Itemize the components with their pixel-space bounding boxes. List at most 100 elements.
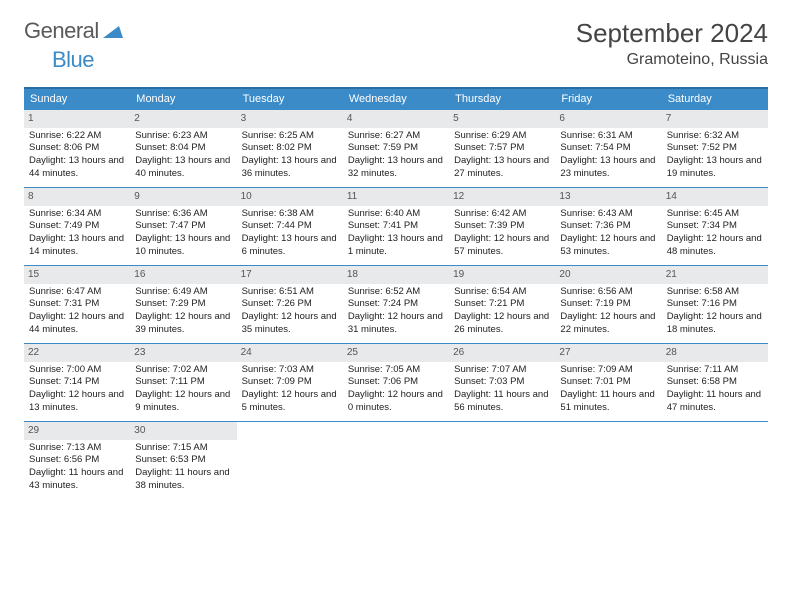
calendar-week-row: 8Sunrise: 6:34 AMSunset: 7:49 PMDaylight… [24,188,768,266]
day-sunset: Sunset: 7:24 PM [348,298,444,311]
day-sunrise: Sunrise: 7:15 AM [135,442,231,455]
day-daylight: Daylight: 12 hours and 31 minutes. [348,311,444,337]
logo-text-blue: Blue [52,47,94,72]
calendar-day-cell: 12Sunrise: 6:42 AMSunset: 7:39 PMDayligh… [449,188,555,266]
calendar-day-cell [343,422,449,500]
calendar-day-cell: 13Sunrise: 6:43 AMSunset: 7:36 PMDayligh… [555,188,661,266]
day-daylight: Daylight: 13 hours and 40 minutes. [135,155,231,181]
day-sunset: Sunset: 7:16 PM [667,298,763,311]
day-daylight: Daylight: 12 hours and 48 minutes. [667,233,763,259]
day-sunrise: Sunrise: 6:38 AM [242,208,338,221]
day-sunset: Sunset: 7:14 PM [29,376,125,389]
day-sunset: Sunset: 7:44 PM [242,220,338,233]
day-number: 20 [555,266,661,284]
day-daylight: Daylight: 13 hours and 32 minutes. [348,155,444,181]
day-sunrise: Sunrise: 7:13 AM [29,442,125,455]
day-number: 10 [237,188,343,206]
day-sunrise: Sunrise: 6:31 AM [560,130,656,143]
day-number: 14 [662,188,768,206]
calendar-day-cell: 19Sunrise: 6:54 AMSunset: 7:21 PMDayligh… [449,266,555,344]
day-sunset: Sunset: 7:01 PM [560,376,656,389]
day-sunrise: Sunrise: 7:05 AM [348,364,444,377]
day-sunrise: Sunrise: 6:42 AM [454,208,550,221]
day-sunset: Sunset: 7:52 PM [667,142,763,155]
weekday-header: Sunday [24,88,130,110]
day-sunrise: Sunrise: 6:56 AM [560,286,656,299]
calendar-week-row: 22Sunrise: 7:00 AMSunset: 7:14 PMDayligh… [24,344,768,422]
day-number: 21 [662,266,768,284]
calendar-day-cell: 23Sunrise: 7:02 AMSunset: 7:11 PMDayligh… [130,344,236,422]
calendar-week-row: 1Sunrise: 6:22 AMSunset: 8:06 PMDaylight… [24,110,768,188]
calendar-day-cell: 29Sunrise: 7:13 AMSunset: 6:56 PMDayligh… [24,422,130,500]
day-sunset: Sunset: 7:59 PM [348,142,444,155]
day-sunset: Sunset: 7:06 PM [348,376,444,389]
day-daylight: Daylight: 13 hours and 23 minutes. [560,155,656,181]
day-daylight: Daylight: 11 hours and 56 minutes. [454,389,550,415]
day-sunset: Sunset: 8:02 PM [242,142,338,155]
day-sunset: Sunset: 7:11 PM [135,376,231,389]
day-sunset: Sunset: 7:34 PM [667,220,763,233]
day-sunset: Sunset: 7:49 PM [29,220,125,233]
day-daylight: Daylight: 13 hours and 19 minutes. [667,155,763,181]
day-number: 28 [662,344,768,362]
calendar-table: Sunday Monday Tuesday Wednesday Thursday… [24,87,768,500]
calendar-day-cell: 3Sunrise: 6:25 AMSunset: 8:02 PMDaylight… [237,110,343,188]
calendar-day-cell: 5Sunrise: 6:29 AMSunset: 7:57 PMDaylight… [449,110,555,188]
day-number: 29 [24,422,130,440]
calendar-day-cell: 25Sunrise: 7:05 AMSunset: 7:06 PMDayligh… [343,344,449,422]
calendar-week-row: 29Sunrise: 7:13 AMSunset: 6:56 PMDayligh… [24,422,768,500]
day-daylight: Daylight: 12 hours and 53 minutes. [560,233,656,259]
day-number: 30 [130,422,236,440]
day-sunrise: Sunrise: 6:34 AM [29,208,125,221]
logo: General [24,18,123,44]
calendar-day-cell: 17Sunrise: 6:51 AMSunset: 7:26 PMDayligh… [237,266,343,344]
day-sunset: Sunset: 6:56 PM [29,454,125,467]
calendar-day-cell [555,422,661,500]
calendar-day-cell: 1Sunrise: 6:22 AMSunset: 8:06 PMDaylight… [24,110,130,188]
weekday-header: Tuesday [237,88,343,110]
logo-text-general: General [24,18,99,44]
day-number: 5 [449,110,555,128]
day-number: 3 [237,110,343,128]
day-daylight: Daylight: 13 hours and 14 minutes. [29,233,125,259]
day-daylight: Daylight: 11 hours and 51 minutes. [560,389,656,415]
calendar-day-cell: 15Sunrise: 6:47 AMSunset: 7:31 PMDayligh… [24,266,130,344]
logo-triangle-icon [103,22,123,41]
day-number: 4 [343,110,449,128]
day-number: 22 [24,344,130,362]
day-daylight: Daylight: 12 hours and 0 minutes. [348,389,444,415]
day-daylight: Daylight: 13 hours and 10 minutes. [135,233,231,259]
calendar-day-cell: 4Sunrise: 6:27 AMSunset: 7:59 PMDaylight… [343,110,449,188]
calendar-day-cell: 14 Sunrise: 6:45 AMSunset: 7:34 PMDayligh… [662,188,768,266]
day-sunrise: Sunrise: 6:58 AM [667,286,763,299]
day-sunrise: Sunrise: 6:52 AM [348,286,444,299]
calendar-day-cell: 22Sunrise: 7:00 AMSunset: 7:14 PMDayligh… [24,344,130,422]
day-sunset: Sunset: 7:26 PM [242,298,338,311]
day-sunset: Sunset: 6:53 PM [135,454,231,467]
calendar-day-cell: 30Sunrise: 7:15 AMSunset: 6:53 PMDayligh… [130,422,236,500]
day-daylight: Daylight: 13 hours and 1 minute. [348,233,444,259]
day-daylight: Daylight: 12 hours and 39 minutes. [135,311,231,337]
day-sunrise: Sunrise: 6:43 AM [560,208,656,221]
day-sunset: Sunset: 8:06 PM [29,142,125,155]
day-number: 19 [449,266,555,284]
day-number: 26 [449,344,555,362]
day-sunrise: Sunrise: 6:45 AM [667,208,763,221]
calendar-day-cell: 10Sunrise: 6:38 AMSunset: 7:44 PMDayligh… [237,188,343,266]
day-sunrise: Sunrise: 7:09 AM [560,364,656,377]
day-sunrise: Sunrise: 6:47 AM [29,286,125,299]
day-number: 17 [237,266,343,284]
weekday-header: Wednesday [343,88,449,110]
day-number: 15 [24,266,130,284]
day-sunrise: Sunrise: 6:40 AM [348,208,444,221]
calendar-day-cell: 27Sunrise: 7:09 AMSunset: 7:01 PMDayligh… [555,344,661,422]
calendar-day-cell [237,422,343,500]
day-daylight: Daylight: 12 hours and 35 minutes. [242,311,338,337]
day-daylight: Daylight: 12 hours and 26 minutes. [454,311,550,337]
day-sunrise: Sunrise: 7:11 AM [667,364,763,377]
calendar-day-cell [662,422,768,500]
calendar-day-cell: 26Sunrise: 7:07 AMSunset: 7:03 PMDayligh… [449,344,555,422]
calendar-day-cell: 20Sunrise: 6:56 AMSunset: 7:19 PMDayligh… [555,266,661,344]
day-number: 12 [449,188,555,206]
weekday-header: Friday [555,88,661,110]
